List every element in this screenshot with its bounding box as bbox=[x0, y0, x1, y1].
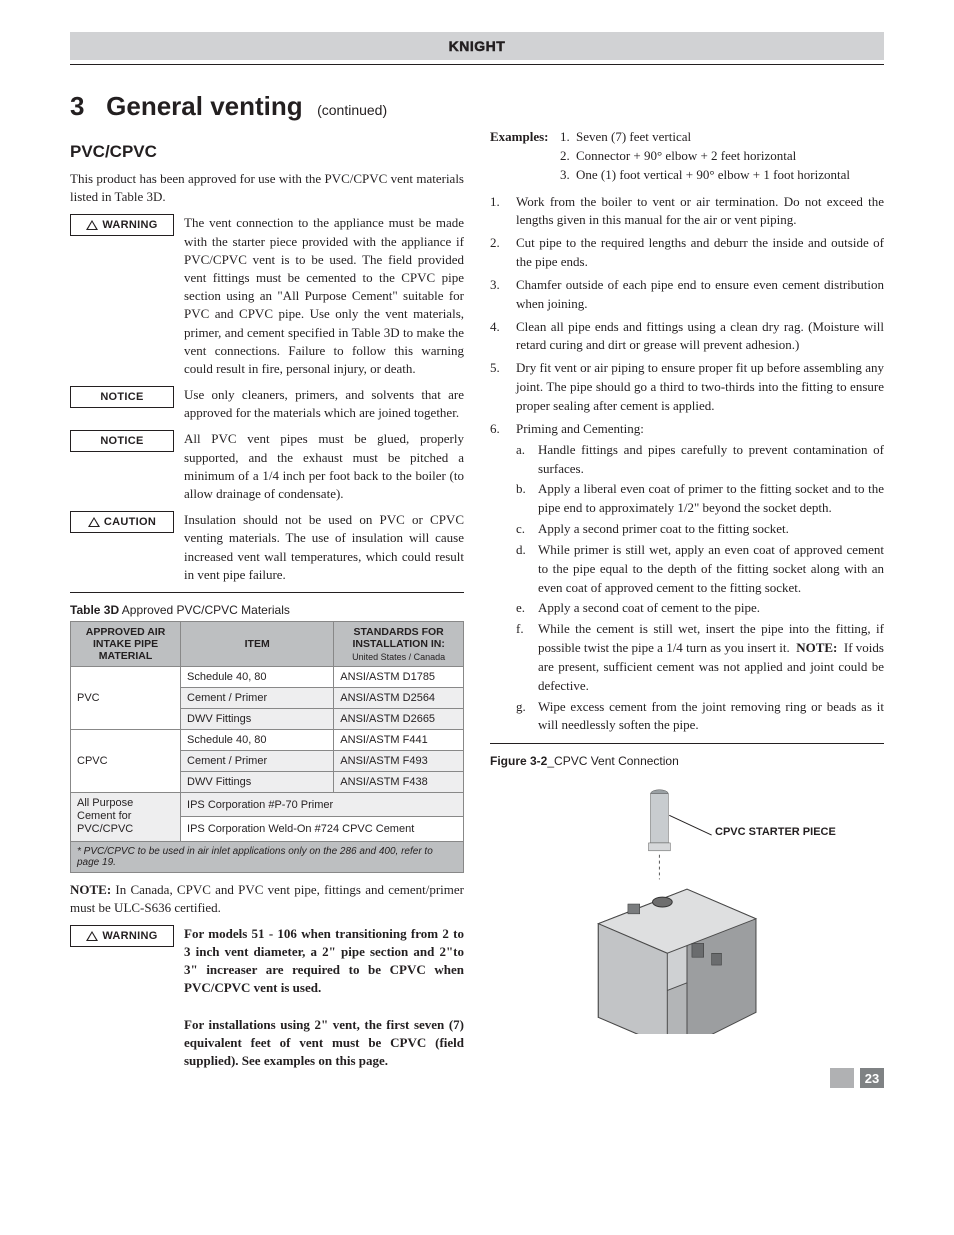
warning-text: For models 51 - 106 when transitioning f… bbox=[184, 925, 464, 1071]
table-cell: ANSI/ASTM F441 bbox=[334, 729, 464, 750]
table-cell: ANSI/ASTM D2564 bbox=[334, 687, 464, 708]
sub-step: While primer is still wet, apply an even… bbox=[538, 541, 884, 598]
table-cell: Schedule 40, 80 bbox=[181, 666, 334, 687]
section-number: 3 bbox=[70, 91, 84, 121]
instruction-step: Cut pipe to the required lengths and deb… bbox=[516, 234, 884, 272]
warning-p1: For models 51 - 106 when transitioning f… bbox=[184, 926, 464, 996]
instruction-step: Work from the boiler to vent or air term… bbox=[516, 193, 884, 231]
table-cell: ANSI/ASTM D1785 bbox=[334, 666, 464, 687]
table-cell: ANSI/ASTM F438 bbox=[334, 771, 464, 792]
instruction-step: Dry fit vent or air piping to ensure pro… bbox=[516, 359, 884, 416]
warning-label: WARNING bbox=[70, 214, 174, 236]
table-cell: IPS Corporation Weld-On #724 CPVC Cement bbox=[181, 817, 464, 841]
section-heading: 3 General venting (continued) bbox=[70, 91, 884, 122]
notice-label: NOTICE bbox=[70, 430, 174, 452]
table-caption: Table 3D Approved PVC/CPVC Materials bbox=[70, 603, 464, 617]
caution-label-text: CAUTION bbox=[104, 516, 156, 528]
notice-label: NOTICE bbox=[70, 386, 174, 408]
example-item: One (1) foot vertical + 90° elbow + 1 fo… bbox=[576, 166, 850, 185]
materials-table: APPROVED AIR INTAKE PIPE MATERIAL ITEM S… bbox=[70, 621, 464, 873]
notice-label-text: NOTICE bbox=[100, 435, 143, 447]
table-cell: DWV Fittings bbox=[181, 708, 334, 729]
instruction-list: Work from the boiler to vent or air term… bbox=[490, 193, 884, 738]
document-page: KNIGHT 3 General venting (continued) PVC… bbox=[0, 0, 954, 1108]
note-text: In Canada, CPVC and PVC vent pipe, fitti… bbox=[70, 882, 464, 915]
page-number-value: 23 bbox=[860, 1068, 884, 1088]
warning-p2: For installations using 2" vent, the fir… bbox=[184, 1017, 464, 1068]
warning-text: The vent connection to the appliance mus… bbox=[184, 214, 464, 378]
figure-caption-rest: _CPVC Vent Connection bbox=[547, 754, 678, 768]
instruction-step: Clean all pipe ends and fittings using a… bbox=[516, 318, 884, 356]
table-cell: IPS Corporation #P-70 Primer bbox=[181, 792, 464, 816]
page-number: 23 bbox=[830, 1068, 884, 1088]
table-cell: ANSI/ASTM F493 bbox=[334, 750, 464, 771]
caution-label: CAUTION bbox=[70, 511, 174, 533]
warning-icon bbox=[86, 931, 98, 941]
divider bbox=[70, 592, 464, 593]
table-cell: Cement / Primer bbox=[181, 750, 334, 771]
figure-caption-label: Figure 3-2 bbox=[490, 754, 547, 768]
right-column: Examples: 1.Seven (7) feet vertical 2.Co… bbox=[490, 128, 884, 1078]
warning-icon bbox=[88, 517, 100, 527]
table-header: ITEM bbox=[181, 621, 334, 666]
table-rowhead: All Purpose Cement for PVC/CPVC bbox=[71, 792, 181, 841]
example-item: Seven (7) feet vertical bbox=[576, 128, 691, 147]
examples-block: Examples: 1.Seven (7) feet vertical 2.Co… bbox=[490, 128, 884, 185]
table-footnote: * PVC/CPVC to be used in air inlet appli… bbox=[71, 841, 464, 872]
pvc-subheading: PVC/CPVC bbox=[70, 142, 464, 162]
caution-text: Insulation should not be used on PVC or … bbox=[184, 511, 464, 584]
instruction-step: Priming and Cementing: Handle fittings a… bbox=[516, 420, 884, 738]
warning-block-2: WARNING For models 51 - 106 when transit… bbox=[70, 925, 464, 1071]
intro-paragraph: This product has been approved for use w… bbox=[70, 170, 464, 206]
note-paragraph: NOTE: In Canada, CPVC and PVC vent pipe,… bbox=[70, 881, 464, 917]
table-cell: ANSI/ASTM D2665 bbox=[334, 708, 464, 729]
sub-instruction-list: Handle fittings and pipes carefully to p… bbox=[516, 441, 884, 736]
notice-block-1: NOTICE Use only cleaners, primers, and s… bbox=[70, 386, 464, 422]
notice-text: Use only cleaners, primers, and solvents… bbox=[184, 386, 464, 422]
instruction-step-text: Priming and Cementing: bbox=[516, 421, 644, 436]
table-subheader: United States / Canada bbox=[340, 652, 457, 662]
notice-block-2: NOTICE All PVC vent pipes must be glued,… bbox=[70, 430, 464, 503]
instruction-step: Chamfer outside of each pipe end to ensu… bbox=[516, 276, 884, 314]
boiler-diagram bbox=[490, 774, 884, 1034]
warning-label-text: WARNING bbox=[102, 930, 157, 942]
table-cell: Cement / Primer bbox=[181, 687, 334, 708]
caution-block: CAUTION Insulation should not be used on… bbox=[70, 511, 464, 584]
divider bbox=[490, 743, 884, 744]
figure-caption: Figure 3-2_CPVC Vent Connection bbox=[490, 754, 884, 768]
sub-step: Apply a second primer coat to the fittin… bbox=[538, 520, 884, 539]
left-column: PVC/CPVC This product has been approved … bbox=[70, 128, 464, 1078]
figure-illustration: CPVC STARTER PIECE bbox=[490, 774, 884, 1034]
notice-text: All PVC vent pipes must be glued, proper… bbox=[184, 430, 464, 503]
table-header-text: STANDARDS FOR INSTALLATION IN: bbox=[340, 626, 457, 650]
two-column-layout: PVC/CPVC This product has been approved … bbox=[70, 128, 884, 1078]
brand-logo: KNIGHT bbox=[449, 38, 506, 54]
header-bar: KNIGHT bbox=[70, 32, 884, 60]
example-item: Connector + 90° elbow + 2 feet horizonta… bbox=[576, 147, 796, 166]
table-rowhead: CPVC bbox=[71, 729, 181, 792]
table-header: STANDARDS FOR INSTALLATION IN: United St… bbox=[334, 621, 464, 666]
sub-step: While the cement is still wet, insert th… bbox=[538, 620, 884, 695]
warning-icon bbox=[86, 220, 98, 230]
page-number-decoration bbox=[830, 1068, 854, 1088]
table-header: APPROVED AIR INTAKE PIPE MATERIAL bbox=[71, 621, 181, 666]
section-continued: (continued) bbox=[317, 102, 387, 118]
sub-step: Wipe excess cement from the joint removi… bbox=[538, 698, 884, 736]
table-caption-rest: Approved PVC/CPVC Materials bbox=[119, 603, 290, 617]
section-title: General venting bbox=[106, 91, 303, 121]
sub-step: Apply a second coat of cement to the pip… bbox=[538, 599, 884, 618]
sub-step: Apply a liberal even coat of primer to t… bbox=[538, 480, 884, 518]
figure-callout: CPVC STARTER PIECE bbox=[715, 826, 836, 838]
header-rule bbox=[70, 64, 884, 65]
table-cell: DWV Fittings bbox=[181, 771, 334, 792]
table-caption-label: Table 3D bbox=[70, 603, 119, 617]
warning-label: WARNING bbox=[70, 925, 174, 947]
sub-step: Handle fittings and pipes carefully to p… bbox=[538, 441, 884, 479]
table-rowhead: PVC bbox=[71, 666, 181, 729]
warning-block-1: WARNING The vent connection to the appli… bbox=[70, 214, 464, 378]
notice-label-text: NOTICE bbox=[100, 391, 143, 403]
warning-label-text: WARNING bbox=[102, 219, 157, 231]
table-cell: Schedule 40, 80 bbox=[181, 729, 334, 750]
examples-label: Examples: bbox=[490, 128, 560, 185]
